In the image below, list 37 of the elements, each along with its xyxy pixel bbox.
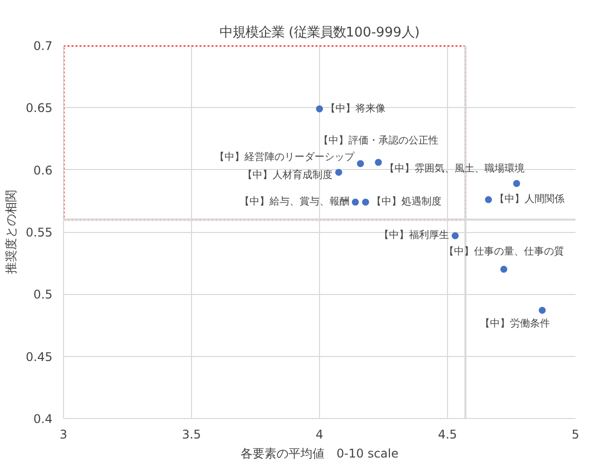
y-tick-label: 0.55 (26, 226, 52, 240)
annotation: 【中】経営陣のリーダーシップ (214, 151, 356, 164)
y-tick-label: 0.5 (33, 288, 53, 302)
point (374, 158, 382, 166)
annotation: 【中】給与、賞与、報酬 (239, 196, 350, 208)
point (335, 168, 342, 176)
y-axis-title: 推奨度との相関 (4, 190, 18, 274)
y-tick-label: 0.4 (33, 412, 53, 426)
annotation: 【中】処遇制度 (372, 196, 442, 208)
x-axis-title: 各要素の平均値 0-10 scale (240, 446, 398, 460)
y-tick-label: 0.45 (26, 350, 52, 364)
annotation: 【中】人材育成制度 (242, 168, 333, 181)
annotation: 【中】雰囲気、風土、職場環境 (384, 162, 525, 175)
annotation: 【中】仕事の量、仕事の質 (444, 245, 564, 258)
y-tick-label: 0.6 (33, 163, 53, 178)
point (352, 198, 359, 206)
x-tick-label: 4 (316, 428, 324, 442)
y-tick-label: 0.7 (33, 39, 53, 53)
x-tick-label: 5 (572, 428, 580, 442)
annotation: 【中】労働条件 (480, 317, 550, 330)
point (484, 196, 492, 204)
point (362, 198, 370, 206)
point (513, 180, 520, 188)
annotation: 【中】福利厚生 (379, 229, 450, 242)
chart-title: 中規模企業 (従業員数100-999人) (219, 26, 420, 40)
annotation: 【中】評価・承認の公正性 (318, 134, 438, 146)
point (538, 306, 546, 314)
point (500, 266, 508, 273)
x-tick-label: 4.5 (438, 428, 458, 442)
point (316, 105, 323, 112)
point (356, 160, 364, 168)
point (452, 232, 459, 240)
x-tick-label: 3 (60, 428, 68, 442)
annotation: 【中】人間関係 (494, 193, 564, 206)
x-tick-label: 3.5 (182, 428, 202, 442)
y-tick-label: 0.65 (26, 101, 52, 116)
annotation: 【中】将来像 (326, 102, 386, 114)
